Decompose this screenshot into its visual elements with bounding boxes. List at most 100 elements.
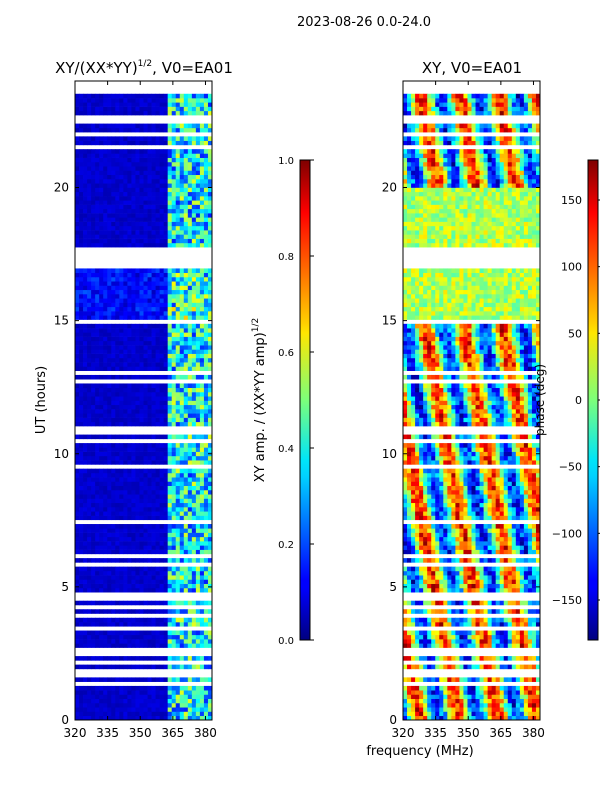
heatmap-cell bbox=[199, 289, 205, 295]
heatmap-cell bbox=[183, 93, 189, 99]
heatmap-cell bbox=[531, 545, 537, 550]
heatmap-cell bbox=[131, 409, 136, 414]
heatmap-cell bbox=[83, 549, 88, 555]
heatmap-cell bbox=[87, 127, 92, 133]
heatmap-cell bbox=[135, 711, 140, 717]
heatmap-cell bbox=[139, 323, 144, 329]
heatmap-cell bbox=[519, 707, 525, 712]
heatmap-cell bbox=[155, 468, 161, 474]
heatmap-cell bbox=[203, 311, 209, 316]
heatmap-cell bbox=[147, 140, 152, 146]
heatmap-cell bbox=[199, 153, 205, 158]
heatmap-cell bbox=[111, 558, 116, 563]
heatmap-cell bbox=[439, 639, 444, 644]
heatmap-cell bbox=[151, 225, 156, 231]
heatmap-cell bbox=[183, 579, 189, 584]
heatmap-cell bbox=[127, 396, 132, 401]
heatmap-cell bbox=[403, 617, 408, 623]
heatmap-cell bbox=[147, 230, 152, 235]
heatmap-cell bbox=[107, 707, 112, 712]
heatmap-cell bbox=[87, 366, 92, 371]
heatmap-cell bbox=[163, 204, 169, 210]
heatmap-cell bbox=[207, 323, 213, 329]
heatmap-cell bbox=[91, 472, 96, 478]
heatmap-cell bbox=[147, 136, 152, 141]
heatmap-cell bbox=[199, 328, 205, 333]
heatmap-cell bbox=[107, 690, 112, 695]
heatmap-cell bbox=[431, 549, 436, 555]
heatmap-cell bbox=[167, 400, 173, 406]
heatmap-cell bbox=[191, 306, 197, 312]
heatmap-cell bbox=[151, 549, 156, 555]
heatmap-cell bbox=[75, 383, 80, 389]
heatmap-cell bbox=[191, 558, 197, 563]
heatmap-cell bbox=[95, 443, 100, 448]
heatmap-cell bbox=[135, 545, 140, 550]
heatmap-cell bbox=[199, 694, 205, 699]
heatmap-cell bbox=[99, 383, 104, 389]
heatmap-cell bbox=[187, 383, 193, 389]
heatmap-cell bbox=[519, 579, 525, 584]
heatmap-cell bbox=[139, 353, 144, 359]
heatmap-cell bbox=[151, 400, 156, 406]
heatmap-cell bbox=[123, 447, 128, 452]
heatmap-cell bbox=[507, 575, 513, 580]
heatmap-cell bbox=[123, 323, 128, 329]
heatmap-cell bbox=[139, 502, 144, 508]
heatmap-cell bbox=[167, 208, 173, 214]
heatmap-cell bbox=[95, 196, 100, 201]
heatmap-cell bbox=[143, 157, 148, 163]
heatmap-cell bbox=[143, 549, 148, 555]
heatmap-cell bbox=[179, 349, 185, 354]
heatmap-cell bbox=[159, 400, 165, 406]
heatmap-cell bbox=[435, 643, 440, 648]
heatmap-cell bbox=[447, 634, 452, 640]
heatmap-cell bbox=[115, 225, 120, 231]
heatmap-cell bbox=[155, 242, 161, 248]
heatmap-cell bbox=[163, 536, 169, 542]
heatmap-cell bbox=[83, 98, 88, 103]
heatmap-cell bbox=[127, 345, 132, 350]
heatmap-cell bbox=[155, 98, 161, 103]
heatmap-cell bbox=[195, 285, 201, 291]
heatmap-cell bbox=[91, 541, 96, 546]
heatmap-cell bbox=[95, 656, 100, 661]
heatmap-cell bbox=[187, 468, 193, 474]
heatmap-cell bbox=[191, 345, 197, 350]
heatmap-cell bbox=[199, 690, 205, 695]
heatmap-cell bbox=[183, 234, 189, 239]
heatmap-cell bbox=[79, 149, 84, 154]
heatmap-cell bbox=[115, 690, 120, 695]
heatmap-cell bbox=[163, 276, 169, 282]
heatmap-cell bbox=[79, 434, 84, 440]
heatmap-cell bbox=[87, 558, 92, 563]
heatmap-cell bbox=[207, 622, 213, 627]
heatmap-cell bbox=[155, 583, 161, 589]
heatmap-cell bbox=[79, 498, 84, 504]
heatmap-cell bbox=[179, 298, 185, 303]
heatmap-cell bbox=[79, 362, 84, 367]
heatmap-cell bbox=[483, 622, 489, 627]
heatmap-cell bbox=[515, 630, 521, 636]
heatmap-cell bbox=[451, 702, 456, 708]
heatmap-cell bbox=[91, 140, 96, 146]
heatmap-cell bbox=[79, 374, 84, 380]
heatmap-cell bbox=[127, 242, 132, 248]
heatmap-cell bbox=[107, 353, 112, 359]
heatmap-cell bbox=[75, 178, 80, 184]
heatmap-cell bbox=[179, 485, 185, 491]
heatmap-cell bbox=[155, 281, 161, 286]
heatmap-cell bbox=[131, 451, 136, 457]
heatmap-cell bbox=[135, 702, 140, 708]
heatmap-cell bbox=[143, 545, 148, 550]
heatmap-cell bbox=[151, 306, 156, 312]
heatmap-cell bbox=[119, 340, 124, 346]
heatmap-cell bbox=[155, 421, 161, 427]
heatmap-cell bbox=[75, 289, 80, 295]
heatmap-cell bbox=[91, 502, 96, 508]
heatmap-cell bbox=[163, 396, 169, 401]
amplitude-ylabel: UT (hours) bbox=[34, 366, 49, 434]
heatmap-cell bbox=[127, 349, 132, 354]
heatmap-cell bbox=[107, 208, 112, 214]
heatmap-cell bbox=[75, 677, 80, 682]
